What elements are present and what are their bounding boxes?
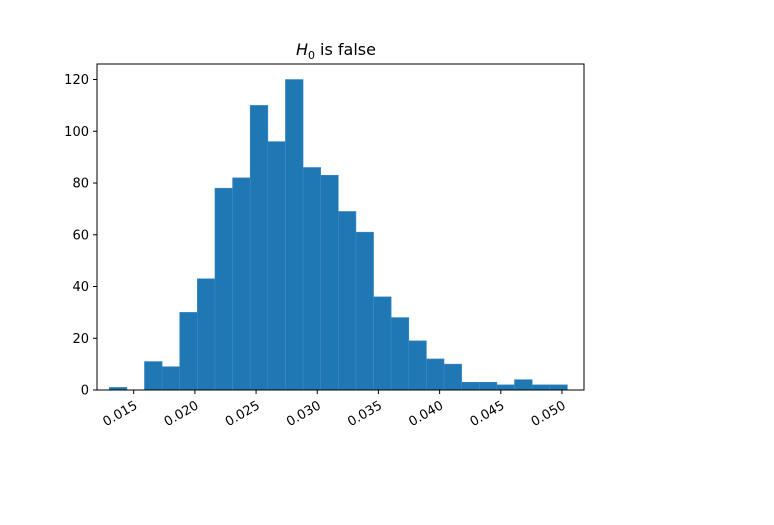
y-tick-label: 60 [72,228,89,243]
chart-title: H0 is false [296,40,376,62]
histogram-bar [408,340,427,391]
chart-title-symbol: H [296,40,308,59]
histogram-bar [249,105,269,391]
histogram-bar [267,141,286,391]
bars-group [108,79,568,391]
histogram-bar [179,312,198,391]
x-tick-label: 0.015 [101,398,141,430]
histogram-bar [302,167,321,391]
histogram-bar [426,358,445,391]
chart-title-text: is false [320,40,376,59]
x-tick-label: 0.050 [529,398,569,430]
x-axis: 0.015 0.020 0.025 0.030 0.035 0.040 0.045 0.050 [101,390,569,430]
histogram-bar [337,211,357,391]
histogram-bar [514,379,533,391]
histogram-bar [214,187,233,391]
y-tick-label: 40 [72,280,89,295]
plot-area-frame [96,63,585,391]
histogram-bar [443,363,462,391]
histogram-bar [355,231,374,391]
histogram-bar [197,278,216,391]
x-tick-label: 0.025 [223,398,263,430]
x-tick-label: 0.020 [162,398,202,430]
x-tick-label: 0.035 [345,398,385,430]
histogram-bar [373,296,392,391]
x-tick-label: 0.030 [284,398,324,430]
histogram-bar [496,384,515,391]
y-tick-label: 20 [72,332,89,347]
histogram-bar [144,361,163,391]
histogram-bar [232,177,251,391]
histogram-bar [461,381,480,391]
y-tick-label: 120 [64,73,89,88]
x-tick-label: 0.040 [406,398,446,430]
chart-title-subscript: 0 [308,49,315,62]
y-axis: 0 20 40 60 80 100 120 [64,73,97,399]
y-tick-label: 80 [72,177,89,192]
histogram-bar [320,174,339,391]
x-tick-label: 0.045 [468,398,508,430]
histogram-bar [531,384,551,391]
y-tick-label: 100 [64,125,89,140]
histogram-bar [390,317,410,391]
histogram-bar [161,366,181,391]
histogram-bar [285,79,304,391]
y-tick-label: 0 [81,384,89,399]
histogram-bar [549,384,568,391]
histogram-bar [478,381,498,391]
